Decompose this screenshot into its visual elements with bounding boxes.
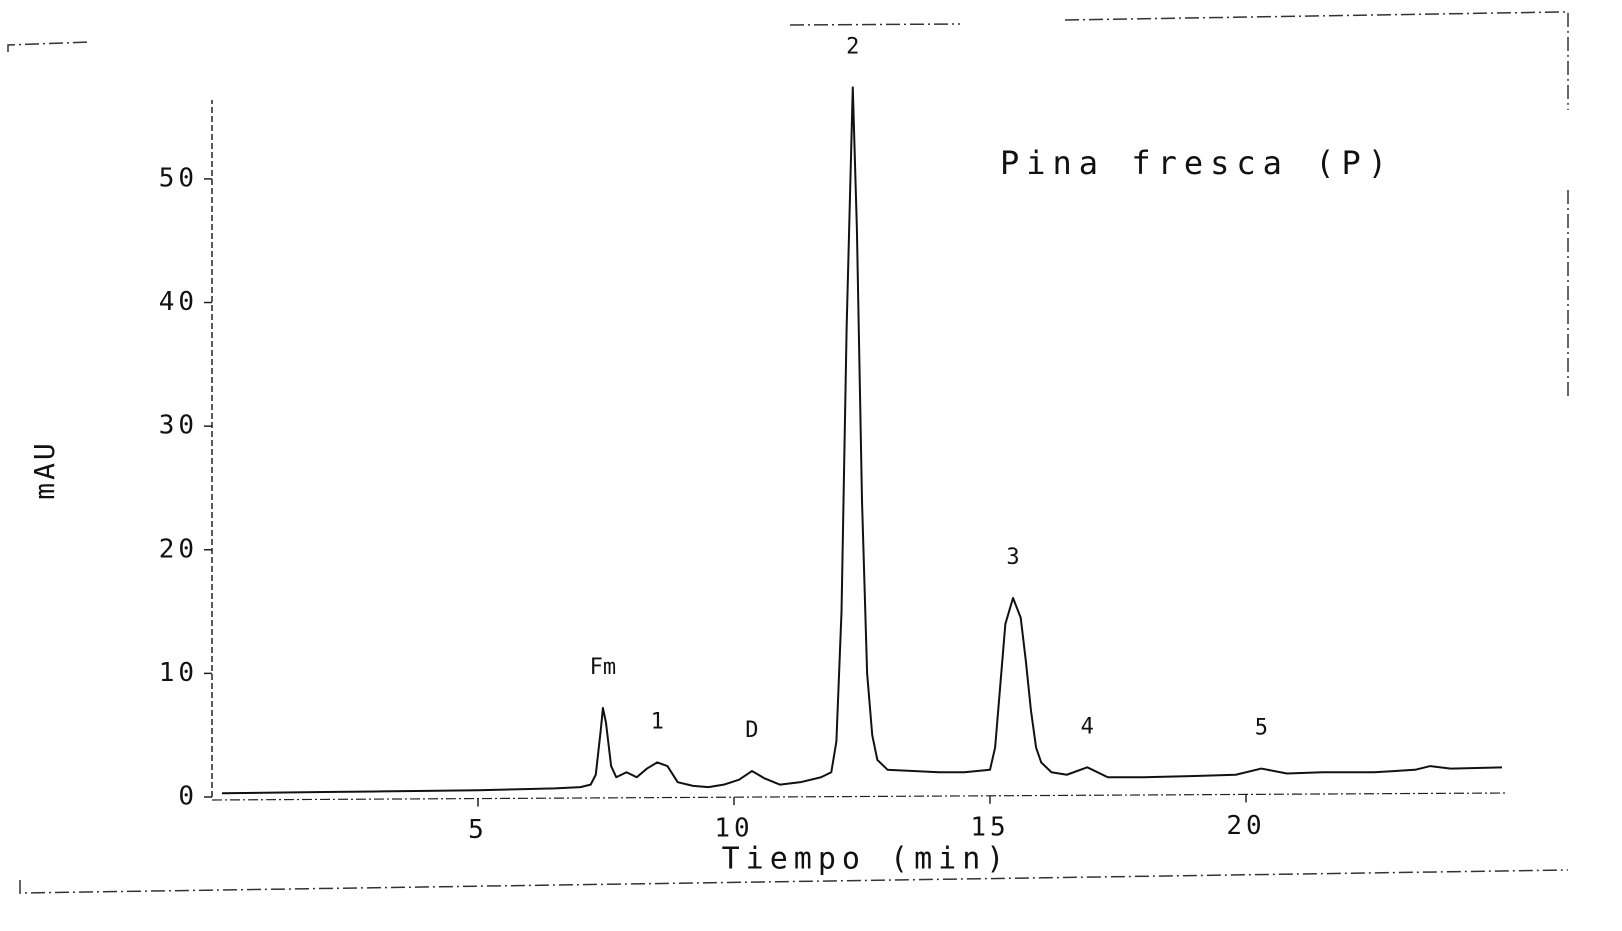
y-tick-label: 30 — [159, 411, 198, 441]
x-tick-label: 15 — [970, 812, 1009, 842]
x-tick-label: 10 — [714, 814, 753, 844]
chart-title: Pina fresca (P) — [1000, 144, 1394, 182]
peak-label: 4 — [1081, 714, 1094, 739]
x-axis-label: Tiempo (min) — [722, 842, 1011, 877]
y-tick-label: 20 — [159, 534, 198, 564]
y-tick-label: 40 — [159, 287, 198, 317]
x-axis — [211, 792, 1508, 801]
x-tick-label: 5 — [468, 815, 488, 845]
y-tick-label: 10 — [159, 658, 198, 688]
peak-label: 5 — [1255, 716, 1268, 741]
x-tick-label: 20 — [1226, 811, 1265, 841]
peak-label: 1 — [651, 709, 664, 734]
y-axis-label: mAU — [28, 440, 61, 500]
peak-label: D — [745, 718, 758, 743]
y-tick-label: 50 — [159, 163, 198, 193]
page-border — [7, 11, 1569, 894]
peak-label: 3 — [1006, 545, 1019, 570]
chromatogram-line — [221, 86, 1503, 795]
peak-label: 2 — [846, 34, 859, 59]
peak-label: Fm — [590, 655, 617, 680]
y-tick-label: 0 — [178, 782, 198, 812]
